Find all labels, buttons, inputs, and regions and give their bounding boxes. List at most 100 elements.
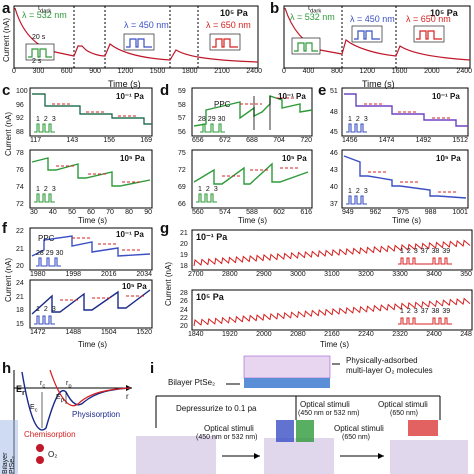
panel-i-diagram bbox=[136, 355, 468, 474]
panel-a-pulse-off: 2 s bbox=[32, 58, 42, 65]
panel-g-top-yticks: 18 19 20 21 bbox=[180, 230, 188, 270]
panel-a-plot bbox=[13, 5, 259, 69]
panel-d-top-pressure: 10⁻¹ Pa bbox=[278, 92, 306, 101]
panel-e-top-xticks: 1456 1474 1492 1512 bbox=[342, 137, 468, 144]
panel-c-bottom-xticks: 30 40 50 60 70 80 90 bbox=[30, 209, 152, 216]
panel-h-rc: rc bbox=[40, 380, 46, 390]
panel-i-stim3-sub: (450 nm or 532 nm) bbox=[196, 434, 258, 441]
panel-f-top-xticks: 1980 1998 2016 2034 bbox=[30, 271, 152, 278]
panel-e-bottom-pressure: 10⁵ Pa bbox=[436, 154, 461, 163]
panel-i-stim3: Optical stimuli bbox=[204, 424, 254, 433]
panel-g-letter: g bbox=[160, 220, 170, 237]
panel-i-label-bilayer: Bilayer PtSe₂ bbox=[168, 378, 216, 387]
panel-c-ylabel: Current (nA) bbox=[4, 112, 13, 157]
panel-g-ylabel: Current (nA) bbox=[164, 262, 173, 307]
panel-h-diagram bbox=[0, 369, 132, 474]
panel-a-ylabel: Current (nA) bbox=[2, 18, 11, 63]
panel-a-letter: a bbox=[2, 0, 11, 17]
panel-a-pulse-on: 20 s bbox=[32, 34, 46, 41]
panel-i-stim4-sub: (650 nm) bbox=[342, 434, 371, 441]
panel-b-xticks: 0 400 800 1200 1600 2000 2400 bbox=[282, 68, 472, 75]
panel-c-top-yticks: 88 92 96 100 bbox=[16, 88, 28, 136]
panel-d-plot bbox=[191, 87, 313, 209]
panel-a-xlabel: Time (s) bbox=[108, 79, 141, 89]
panel-d-ppc: PPC bbox=[214, 100, 231, 109]
panel-f-top-pressure: 10⁻¹ Pa bbox=[116, 230, 144, 239]
panel-h-rp: rp bbox=[66, 380, 72, 390]
panel-b-xlabel: Time (s) bbox=[362, 79, 395, 89]
panel-d-bottom-yticks: 66 69 72 75 bbox=[178, 150, 186, 208]
panel-c-plot bbox=[29, 87, 153, 209]
panel-b-pressure: 10⁵ Pa bbox=[430, 8, 458, 18]
panel-f-letter: f bbox=[2, 220, 7, 237]
panel-f-xlabel: Time (s) bbox=[78, 340, 108, 349]
panel-d-bottom-xticks: 560 574 588 602 616 bbox=[192, 209, 312, 216]
panel-i-stim1: Optical stimuli bbox=[300, 400, 350, 409]
panel-d-top-xticks: 656 672 688 704 720 bbox=[192, 137, 312, 144]
panel-f-top-yticks: 20 21 22 bbox=[16, 228, 24, 270]
panel-c-bottom-yticks: 72 74 76 78 bbox=[16, 150, 24, 208]
panel-f-bottom-xticks: 1472 1488 1504 1520 bbox=[30, 329, 152, 336]
panel-b-plot bbox=[283, 5, 471, 69]
panel-g-bottom-pressure: 10⁵ Pa bbox=[196, 292, 224, 302]
panel-i-label-physi2: multi-layer O₂ molecules bbox=[346, 366, 433, 375]
panel-c-letter: c bbox=[2, 82, 11, 99]
panel-h-energy: Er bbox=[16, 384, 25, 397]
panel-d-top-pulse-labels: 28 29 30 bbox=[198, 116, 226, 123]
panel-e-top-pressure: 10⁻¹ Pa bbox=[432, 92, 460, 101]
panel-c-xlabel: Time (s) bbox=[78, 216, 108, 225]
panel-h-chemisorption: Chemisorption bbox=[24, 430, 76, 439]
panel-g-bottom-yticks: 20 22 24 26 28 bbox=[180, 290, 188, 330]
panel-b-letter: b bbox=[270, 0, 280, 17]
panel-i-stim2: Optical stimuli bbox=[378, 400, 428, 409]
panel-d-bottom-pressure: 10⁵ Pa bbox=[282, 154, 307, 163]
panel-h-letter: h bbox=[2, 360, 12, 377]
panel-i-depressurize: Depressurize to 0.1 pa bbox=[176, 404, 257, 413]
panel-e-bottom-yticks: 37 40 43 46 bbox=[330, 150, 338, 208]
panel-g-xlabel: Time (s) bbox=[320, 340, 350, 349]
panel-c-bottom-pressure: 10⁵ Pa bbox=[120, 154, 145, 163]
panel-e-plot bbox=[341, 87, 469, 209]
panel-d-top-yticks: 56 57 58 59 bbox=[178, 88, 186, 136]
panel-f-ppc: PPC bbox=[38, 234, 55, 243]
panel-h-physisorption: Physisorption bbox=[72, 410, 121, 419]
panel-f-bottom-yticks: 15 18 21 24 bbox=[16, 280, 24, 328]
panel-b-label-650: λ = 650 nm bbox=[406, 14, 451, 24]
panel-a-xticks: 0 300 600 900 1200 1500 1800 2100 2400 bbox=[12, 68, 262, 75]
panel-i-stim4: Optical stimuli bbox=[334, 424, 384, 433]
panel-i-label-physi: Physically-adsorbed bbox=[346, 356, 418, 365]
panel-f-ylabel: Current (nA) bbox=[4, 258, 13, 303]
panel-a-label-650: λ = 650 nm bbox=[206, 20, 251, 30]
panel-f-top-pulse-labels: 28 29 30 bbox=[36, 250, 64, 257]
panel-i-stim2-sub: (650 nm) bbox=[390, 410, 419, 417]
panel-e-bottom-xticks: 949 962 975 988 1001 bbox=[342, 209, 468, 216]
panel-c-top-xticks: 117 143 156 169 bbox=[30, 137, 152, 144]
panel-g-plot bbox=[191, 229, 473, 331]
panel-g-bottom-xticks: 1840 1920 2000 2080 2160 2240 2320 2400 248 bbox=[188, 331, 472, 338]
panel-a-tdark: tdark bbox=[38, 5, 52, 15]
panel-h-layer: Bilayer PtSe₂ bbox=[2, 452, 16, 474]
panel-i-stim1-sub: (450 nm or 532 nm) bbox=[298, 410, 360, 417]
panel-e-top-yticks: 45 48 51 bbox=[330, 88, 338, 136]
panel-i-letter: i bbox=[150, 360, 155, 377]
panel-g-top-pressure: 10⁻¹ Pa bbox=[196, 232, 228, 242]
panel-h-o2: O₂ bbox=[48, 450, 58, 459]
panel-c-top-pressure: 10⁻¹ Pa bbox=[116, 92, 144, 101]
panel-a-label-532: λ = 532 nm bbox=[22, 10, 67, 20]
panel-g-top-xticks: 2700 2800 2900 3000 3100 3200 3300 3400 350 bbox=[188, 271, 472, 278]
panel-g-top-pulse-labels: 1 2 3 37 38 39 bbox=[400, 248, 451, 255]
panel-h-r: r bbox=[126, 392, 129, 401]
panel-g-bottom-pulse-labels: 1 2 3 37 38 39 bbox=[400, 308, 451, 315]
panel-a-label-450: λ = 450 nm bbox=[124, 20, 169, 30]
panel-e-letter: e bbox=[318, 82, 327, 99]
panel-e-xlabel: Time (s) bbox=[392, 216, 422, 225]
panel-d-xlabel: Time (s) bbox=[238, 216, 268, 225]
panel-d-letter: d bbox=[160, 82, 170, 99]
panel-b-tdark: tdark bbox=[308, 5, 322, 15]
panel-h-ec: Ec bbox=[30, 404, 38, 414]
